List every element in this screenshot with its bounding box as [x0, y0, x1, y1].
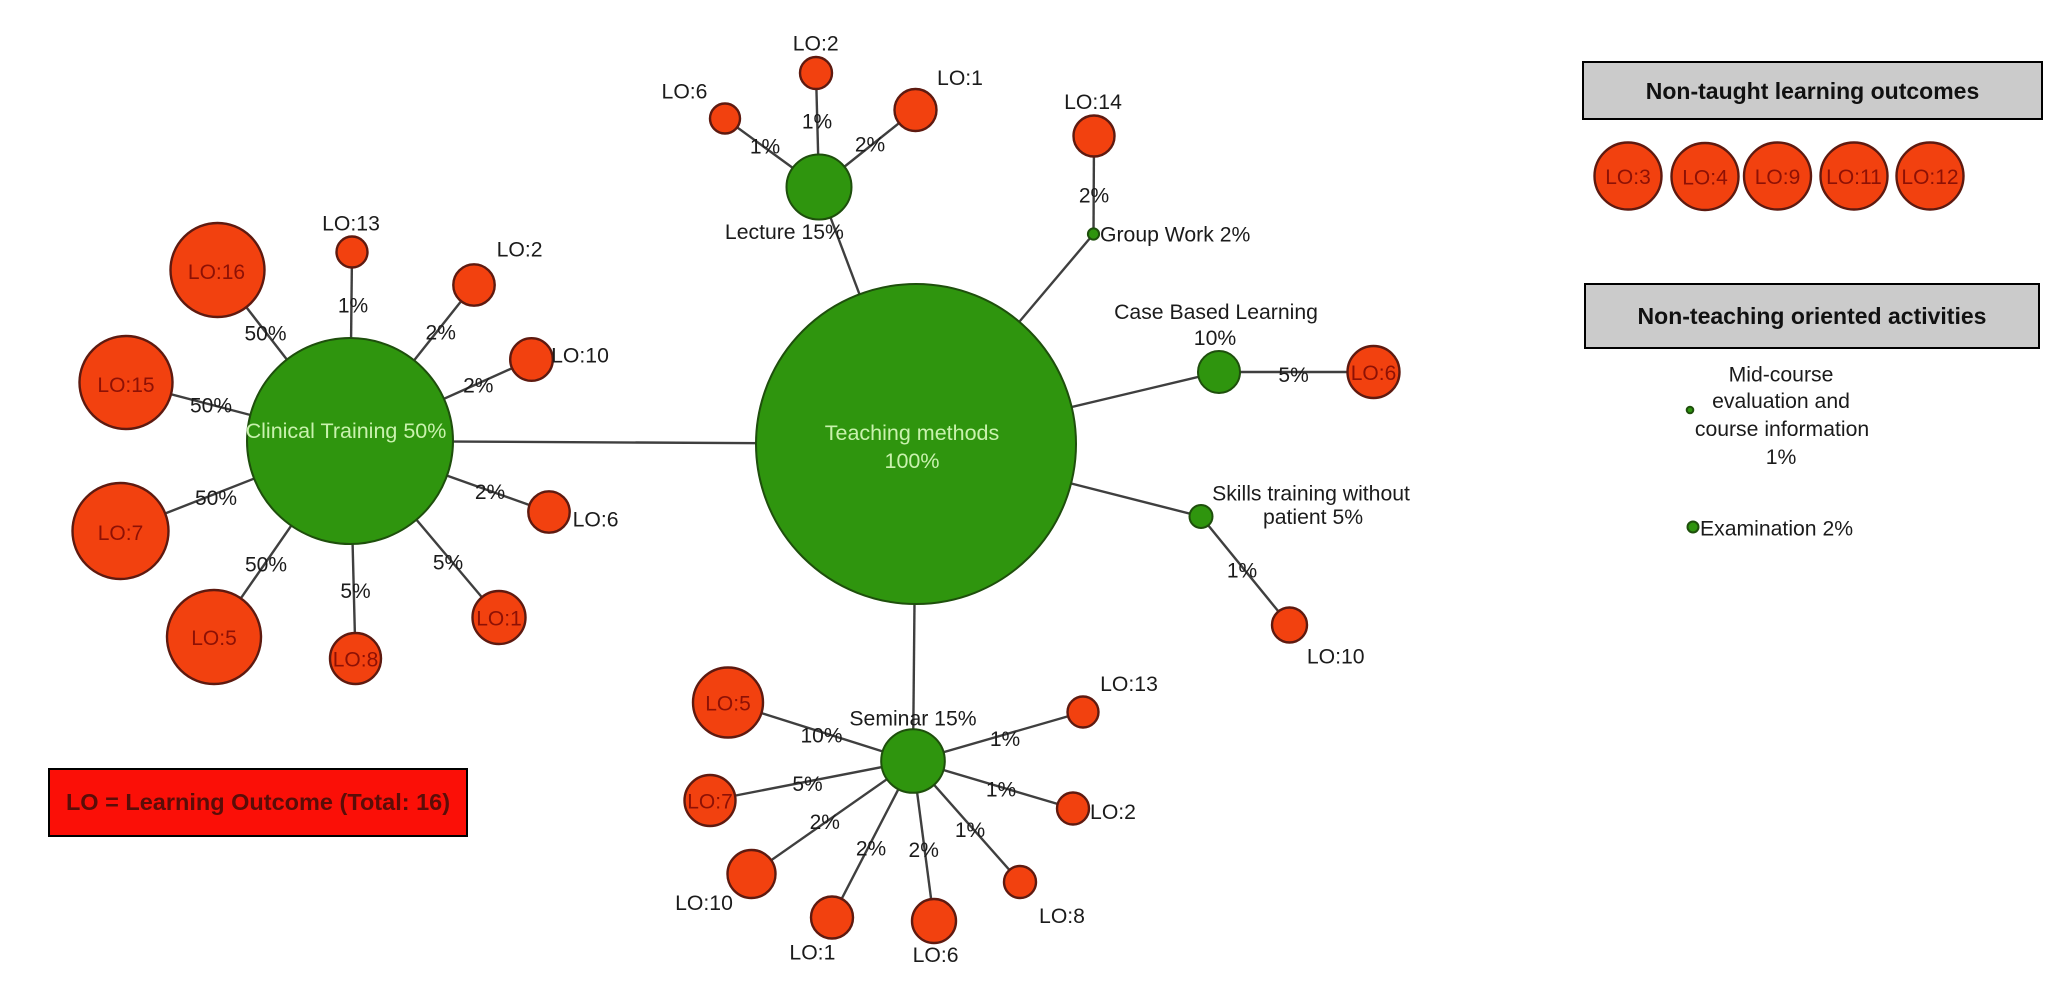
svg-text:LO:10: LO:10: [551, 345, 609, 368]
svg-text:1%: 1%: [1227, 560, 1257, 583]
svg-text:LO:1: LO:1: [937, 67, 983, 90]
svg-text:LO:7: LO:7: [98, 522, 144, 545]
svg-text:100%: 100%: [885, 449, 940, 473]
svg-text:Teaching methods: Teaching methods: [825, 421, 1000, 445]
svg-text:LO:2: LO:2: [1090, 801, 1136, 824]
svg-text:LO:15: LO:15: [97, 374, 154, 397]
svg-text:LO:13: LO:13: [322, 213, 380, 236]
svg-text:50%: 50%: [244, 323, 286, 346]
svg-text:LO:1: LO:1: [789, 942, 835, 965]
svg-text:Group Work 2%: Group Work 2%: [1100, 224, 1250, 247]
svg-text:LO:5: LO:5: [705, 693, 751, 716]
svg-text:evaluation and: evaluation and: [1712, 390, 1850, 413]
svg-text:Non-teaching oriented activiti: Non-teaching oriented activities: [1638, 303, 1987, 329]
svg-text:LO:9: LO:9: [1755, 166, 1801, 189]
svg-text:LO:6: LO:6: [573, 508, 619, 531]
svg-text:Clinical Training 50%: Clinical Training 50%: [246, 419, 447, 443]
svg-text:1%: 1%: [955, 819, 985, 842]
svg-text:Seminar 15%: Seminar 15%: [849, 708, 976, 731]
svg-text:2%: 2%: [463, 375, 493, 398]
svg-text:1%: 1%: [338, 295, 368, 318]
svg-text:Examination 2%: Examination 2%: [1700, 517, 1853, 540]
svg-text:Lecture 15%: Lecture 15%: [725, 221, 844, 244]
svg-text:LO:5: LO:5: [191, 627, 237, 650]
svg-text:LO:6: LO:6: [913, 944, 959, 967]
svg-text:LO:10: LO:10: [1307, 646, 1365, 669]
svg-text:LO:13: LO:13: [1100, 673, 1158, 696]
svg-text:LO = Learning Outcome (Total:: LO = Learning Outcome (Total: 16): [66, 789, 450, 815]
svg-text:1%: 1%: [802, 111, 832, 134]
svg-text:10%: 10%: [800, 725, 842, 748]
svg-text:5%: 5%: [1278, 364, 1308, 387]
svg-text:course information: course information: [1695, 418, 1869, 441]
svg-text:2%: 2%: [426, 322, 456, 345]
svg-text:50%: 50%: [245, 554, 287, 577]
svg-text:5%: 5%: [340, 580, 370, 603]
svg-text:2%: 2%: [856, 838, 886, 861]
svg-text:2%: 2%: [1079, 185, 1109, 208]
svg-text:LO:7: LO:7: [687, 791, 733, 814]
svg-text:LO:16: LO:16: [188, 261, 245, 284]
svg-text:LO:1: LO:1: [476, 608, 522, 631]
svg-text:LO:2: LO:2: [497, 239, 543, 262]
svg-text:LO:12: LO:12: [1901, 166, 1958, 189]
svg-text:LO:10: LO:10: [675, 892, 733, 915]
svg-text:LO:6: LO:6: [662, 81, 708, 104]
svg-text:LO:11: LO:11: [1826, 166, 1882, 189]
svg-text:2%: 2%: [475, 481, 505, 504]
svg-text:LO:8: LO:8: [333, 649, 379, 672]
svg-text:LO:4: LO:4: [1682, 167, 1728, 190]
svg-text:Non-taught learning outcomes: Non-taught learning outcomes: [1646, 78, 1980, 104]
svg-text:1%: 1%: [990, 728, 1020, 751]
svg-text:5%: 5%: [792, 773, 822, 796]
svg-text:1%: 1%: [750, 136, 780, 159]
svg-text:Skills training without: Skills training without: [1212, 482, 1410, 505]
svg-text:50%: 50%: [195, 487, 237, 510]
svg-text:5%: 5%: [433, 552, 463, 575]
svg-text:LO:3: LO:3: [1605, 166, 1651, 189]
svg-text:2%: 2%: [909, 839, 939, 862]
svg-text:LO:2: LO:2: [793, 33, 839, 56]
svg-text:10%: 10%: [1194, 327, 1237, 350]
svg-text:50%: 50%: [190, 395, 232, 418]
svg-text:1%: 1%: [1766, 446, 1797, 469]
svg-text:2%: 2%: [810, 811, 840, 834]
svg-text:1%: 1%: [986, 779, 1016, 802]
svg-text:2%: 2%: [855, 134, 885, 157]
svg-text:LO:14: LO:14: [1064, 91, 1122, 114]
svg-text:LO:6: LO:6: [1351, 362, 1397, 385]
svg-text:Case Based Learning: Case Based Learning: [1114, 301, 1318, 324]
svg-text:LO:8: LO:8: [1039, 905, 1085, 928]
svg-text:Mid-course: Mid-course: [1729, 364, 1834, 387]
svg-text:patient 5%: patient 5%: [1263, 506, 1363, 529]
